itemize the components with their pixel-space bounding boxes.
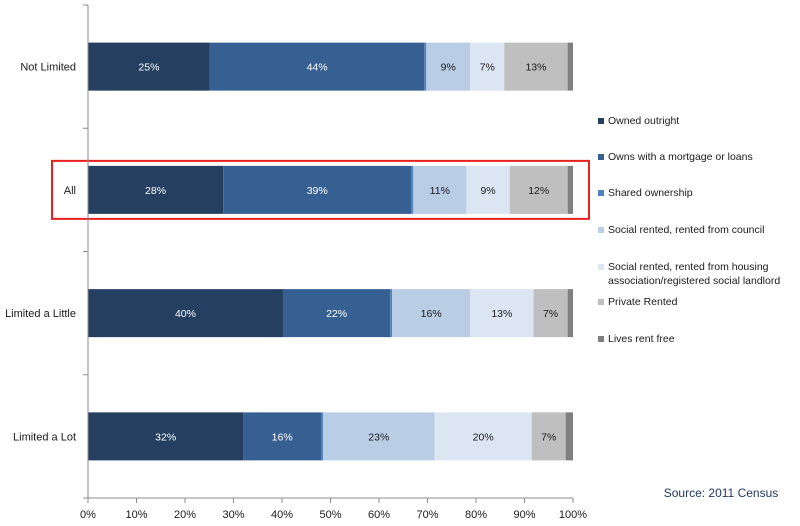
data-label: 20% (473, 431, 494, 443)
highlight-box (51, 159, 590, 220)
bar-segment (411, 165, 414, 214)
bar-segment (413, 165, 467, 214)
legend-swatch (598, 264, 604, 270)
bar-segment (88, 289, 283, 338)
legend-swatch (598, 190, 604, 196)
x-tick-label: 40% (271, 509, 293, 521)
x-tick-label: 20% (174, 509, 196, 521)
data-label: 9% (480, 185, 495, 197)
data-label: 32% (155, 431, 176, 443)
data-label: 16% (272, 431, 293, 443)
bar-segment (282, 289, 391, 338)
data-label: 7% (543, 308, 558, 320)
labels-layer: 25% 44% 9% 7% 13% 28% 39% 11% 9% 12% 40% 22% 16% 13% 7… (138, 62, 558, 444)
bar-segment (470, 289, 534, 338)
legend-label: Private Rented (608, 296, 678, 308)
bars-layer (88, 42, 573, 461)
bar-segment (533, 289, 568, 338)
legend: Owned outright Owns with a mortgage or lo… (598, 115, 780, 345)
bar-segment (392, 289, 471, 338)
bar-segment (434, 412, 532, 461)
legend-label: Shared ownership (608, 187, 693, 199)
data-label: 25% (138, 62, 159, 74)
bar-segment (470, 42, 505, 91)
x-tick-label: 60% (368, 509, 390, 521)
legend-swatch (598, 154, 604, 160)
bar-segment (504, 42, 568, 91)
legend-swatch (598, 118, 604, 124)
data-label: 40% (175, 308, 196, 320)
bar-segment (321, 412, 323, 461)
x-tick-label: 90% (513, 509, 535, 521)
bar-segment (88, 165, 224, 214)
bar-segment (509, 165, 568, 214)
legend-swatch (598, 227, 604, 233)
data-label: 39% (307, 185, 328, 197)
bar-segment (243, 412, 322, 461)
bar-segment (88, 42, 210, 91)
x-tick-label: 70% (416, 509, 438, 521)
x-tick-label: 50% (319, 509, 341, 521)
legend-label: Social rented, rented from council (608, 224, 764, 236)
source-note: Source: 2011 Census (664, 486, 779, 500)
x-tick-label: 80% (465, 509, 487, 521)
legend-label: Social rented, rented from housing associ… (608, 261, 780, 287)
data-label: 44% (307, 62, 328, 74)
data-label: 12% (528, 185, 549, 197)
data-label: 9% (441, 62, 456, 74)
data-label: 22% (326, 308, 347, 320)
category-label: All (64, 185, 76, 197)
data-label: 11% (430, 185, 450, 197)
bar-segment (565, 412, 573, 461)
data-label: 7% (541, 431, 556, 443)
bar-segment (531, 412, 566, 461)
bar-segment (88, 412, 244, 461)
bar-segment (209, 42, 425, 91)
legend-swatch (598, 336, 604, 342)
data-label: 7% (480, 62, 495, 74)
data-label: 13% (525, 62, 546, 74)
bar-segment (567, 165, 573, 214)
legend-swatch (598, 299, 604, 305)
legend-label: Owned outright (608, 115, 679, 127)
data-label: 13% (491, 308, 512, 320)
bar-segment (424, 42, 427, 91)
x-tick-label: 10% (125, 509, 147, 521)
x-tick-label: 100% (559, 509, 587, 521)
data-label: 23% (368, 431, 389, 443)
axis-layer: Not Limited All Limited a Little Limited a … (5, 4, 590, 521)
x-tick-label: 0% (80, 509, 96, 521)
bar-segment (426, 42, 471, 91)
data-label: 16% (421, 308, 442, 320)
bar-segment (567, 42, 573, 91)
bar-segment (390, 289, 393, 338)
x-tick-label: 30% (222, 509, 244, 521)
category-label: Not Limited (20, 62, 76, 74)
category-label: Limited a Little (5, 308, 76, 320)
bar-segment (466, 165, 510, 214)
bar-segment (322, 412, 435, 461)
legend-label: Lives rent free (608, 333, 675, 345)
bar-segment (567, 289, 573, 338)
category-label: Limited a Lot (13, 431, 76, 443)
bar-segment (223, 165, 412, 214)
legend-label: Owns with a mortgage or loans (608, 151, 753, 163)
data-label: 28% (145, 185, 166, 197)
